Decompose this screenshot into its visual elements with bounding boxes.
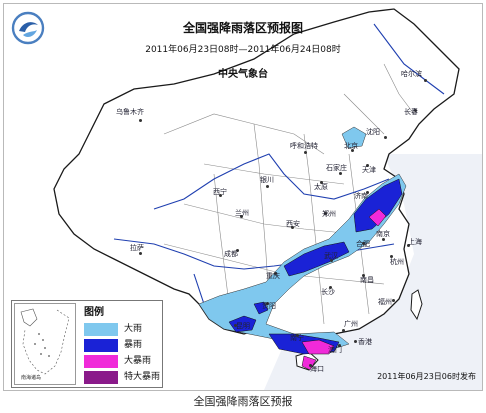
- city-label-urumqi: 乌鲁木齐: [116, 108, 144, 116]
- city-dot: [414, 109, 417, 112]
- legend-label-rainstorm: 暴雨: [124, 340, 143, 350]
- city-label-shenyang: 沈阳: [366, 128, 380, 136]
- city-label-zhengzhou: 郑州: [322, 210, 336, 218]
- city-label-yinchuan: 银川: [260, 176, 274, 184]
- south-china-sea-inset: 南海诸岛: [14, 303, 76, 385]
- city-dot: [304, 151, 307, 154]
- city-label-xian: 西安: [286, 220, 300, 228]
- city-label-shijiazhuang: 石家庄: [326, 164, 347, 172]
- city-label-changchun: 长春: [404, 108, 418, 116]
- legend: 南海诸岛 图例 大雨 暴雨 大暴雨 特大暴雨: [11, 300, 163, 388]
- city-label-hongkong: 香港: [358, 338, 372, 346]
- city-label-guangzhou: 广州: [344, 320, 358, 328]
- city-dot: [236, 249, 239, 252]
- city-label-tianjin: 天津: [362, 166, 376, 174]
- city-dot: [330, 259, 333, 262]
- city-dot: [234, 324, 237, 327]
- city-label-hangzhou: 杭州: [390, 258, 404, 266]
- city-dot: [424, 79, 427, 82]
- city-label-taiyuan: 太原: [314, 183, 328, 191]
- city-dot: [384, 136, 387, 139]
- city-dot: [351, 149, 354, 152]
- inset-label: 南海诸岛: [21, 375, 42, 381]
- china-outline: [53, 8, 460, 350]
- city-label-beijing: 北京: [344, 142, 358, 150]
- city-label-hefei: 合肥: [356, 240, 370, 248]
- city-dot: [329, 286, 332, 289]
- city-label-haikou: 海口: [310, 365, 324, 373]
- rainstorm-small: [253, 301, 269, 315]
- city-dot: [274, 272, 277, 275]
- city-dot: [407, 244, 410, 247]
- torrential-hainan: [301, 355, 317, 371]
- city-dot: [309, 364, 312, 367]
- map-title: 全国强降雨落区预报图: [182, 21, 303, 35]
- city-dot: [362, 274, 365, 277]
- city-dot: [266, 302, 269, 305]
- city-dot: [219, 194, 222, 197]
- city-label-shanghai: 上海: [408, 238, 422, 246]
- legend-label-heavy-rain: 大雨: [124, 324, 143, 334]
- city-label-kunming: 昆明: [236, 322, 250, 330]
- city-label-wuhan: 武汉: [324, 252, 338, 260]
- rainstorm-east: [353, 178, 403, 233]
- city-dot: [139, 119, 142, 122]
- city-dot: [390, 255, 393, 258]
- legend-swatch-heavy-rain: [84, 323, 118, 336]
- torrential-east: [368, 208, 387, 227]
- city-dot: [342, 329, 345, 332]
- city-dot: [366, 191, 369, 194]
- city-label-macau: 澳门: [328, 346, 342, 354]
- city-dot: [354, 340, 357, 343]
- map-frame: 全国强降雨落区预报图 2011年06月23日08时—2011年06月24日08时…: [3, 3, 483, 391]
- city-dot: [366, 164, 369, 167]
- city-label-chengdu: 成都: [224, 250, 238, 258]
- city-dot: [139, 252, 142, 255]
- torrential-south: [301, 339, 335, 355]
- city-label-harbin: 哈尔滨: [401, 70, 422, 78]
- city-label-fuzhou: 福州: [378, 298, 392, 306]
- city-dot: [339, 172, 342, 175]
- legend-swatch-extreme-rain: [84, 371, 118, 384]
- city-label-xining: 西宁: [213, 188, 227, 196]
- city-dot: [296, 334, 299, 337]
- city-dot: [320, 181, 323, 184]
- legend-label-extreme-rain: 特大暴雨: [124, 372, 161, 382]
- legend-swatch-torrential-rain: [84, 355, 118, 368]
- issue-time: 2011年06月23日06时发布: [377, 372, 476, 381]
- city-label-guiyang: 贵阳: [262, 302, 276, 310]
- china-map: [4, 4, 482, 390]
- city-dot: [392, 299, 395, 302]
- city-label-changsha: 长沙: [321, 288, 335, 296]
- legend-swatch-rainstorm: [84, 339, 118, 352]
- city-label-nanning: 南宁: [290, 334, 304, 342]
- issuer-name: 中央气象台: [218, 69, 268, 80]
- city-label-lhasa: 拉萨: [130, 244, 144, 252]
- city-label-nanjing: 南京: [376, 230, 390, 238]
- city-dot: [382, 238, 385, 241]
- city-dot: [338, 344, 341, 347]
- city-label-jinan: 济南: [354, 192, 368, 200]
- forecast-period: 2011年06月23日08时—2011年06月24日08时: [145, 45, 341, 55]
- city-label-chongqing: 重庆: [266, 272, 280, 280]
- city-label-nanchang: 南昌: [360, 276, 374, 284]
- city-label-lanzhou: 兰州: [235, 209, 249, 217]
- city-label-hohhot: 呼和浩特: [290, 142, 318, 150]
- rainstorm-guizhou: [228, 315, 257, 333]
- rainstorm-middle: [283, 241, 350, 277]
- city-dot: [291, 226, 294, 229]
- legend-label-torrential-rain: 大暴雨: [124, 356, 152, 366]
- cma-logo-icon: [10, 10, 46, 46]
- city-dot: [266, 185, 269, 188]
- heavy-rain-north: [341, 126, 367, 149]
- city-dot: [240, 215, 243, 218]
- legend-title: 图例: [84, 307, 104, 318]
- city-dot: [324, 212, 327, 215]
- image-caption: 全国强降雨落区预报: [193, 395, 293, 408]
- city-dot: [362, 242, 365, 245]
